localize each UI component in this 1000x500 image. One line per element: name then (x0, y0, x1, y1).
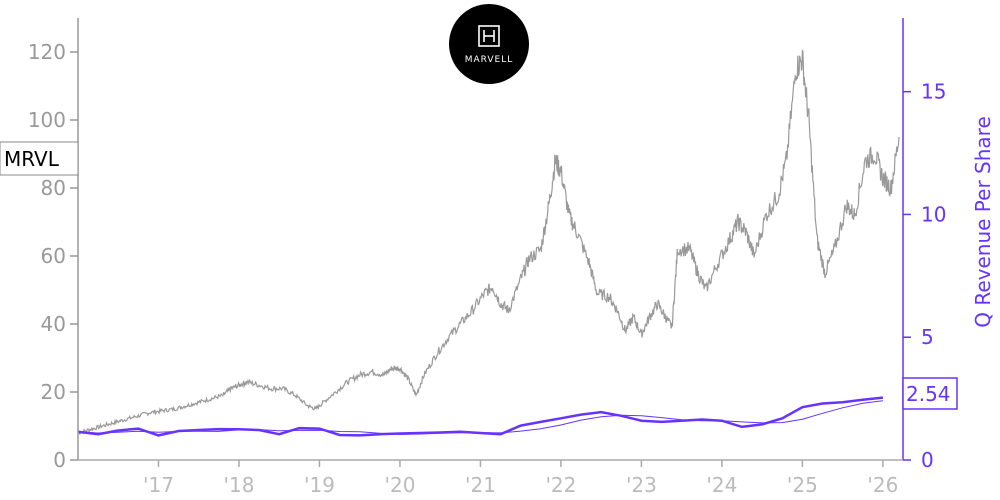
x-tick-label: '22 (545, 473, 576, 497)
x-tick-label: '17 (143, 473, 174, 497)
right-tick-label: 0 (921, 448, 934, 472)
price-series (77, 49, 900, 435)
x-tick-label: '19 (304, 473, 335, 497)
y-axis-label-right: Q Revenue Per Share (971, 116, 995, 328)
right-tick-label: 15 (921, 80, 946, 104)
x-tick-label: '20 (384, 473, 415, 497)
right-axis-ticks: 0 5 10 15 (903, 80, 946, 472)
ticker-text: MRVL (4, 147, 60, 171)
price-line (77, 49, 900, 435)
logo-text: MARVELL (465, 55, 514, 65)
last-value-text: 2.54 (906, 382, 951, 406)
left-tick-label: 0 (53, 448, 66, 472)
left-tick-label: 40 (41, 312, 66, 336)
left-tick-label: 20 (41, 380, 66, 404)
right-tick-label: 10 (921, 202, 946, 226)
x-tick-label: '21 (465, 473, 496, 497)
x-axis-ticks: '17 '18 '19 '20 '21 '22 '23 '24 '25 '26 (143, 460, 898, 497)
left-tick-label: 100 (28, 108, 66, 132)
last-value-label: 2.54 (902, 377, 958, 410)
revenue-line (77, 396, 884, 437)
right-tick-label: 5 (921, 325, 934, 349)
x-tick-label: '23 (626, 473, 657, 497)
logo-mark-icon (478, 25, 500, 47)
revenue-series (77, 396, 884, 437)
left-tick-label: 80 (41, 176, 66, 200)
logo-circle (449, 4, 529, 84)
x-tick-label: '18 (223, 473, 254, 497)
x-tick-label: '26 (867, 473, 898, 497)
ticker-label: MRVL (0, 141, 79, 176)
marvell-logo: MARVELL (449, 4, 529, 84)
left-axis-ticks: 0 20 40 60 80 100 120 (28, 40, 78, 472)
left-tick-label: 120 (28, 40, 66, 64)
x-tick-label: '24 (706, 473, 737, 497)
left-tick-label: 60 (41, 244, 66, 268)
x-tick-label: '25 (787, 473, 818, 497)
